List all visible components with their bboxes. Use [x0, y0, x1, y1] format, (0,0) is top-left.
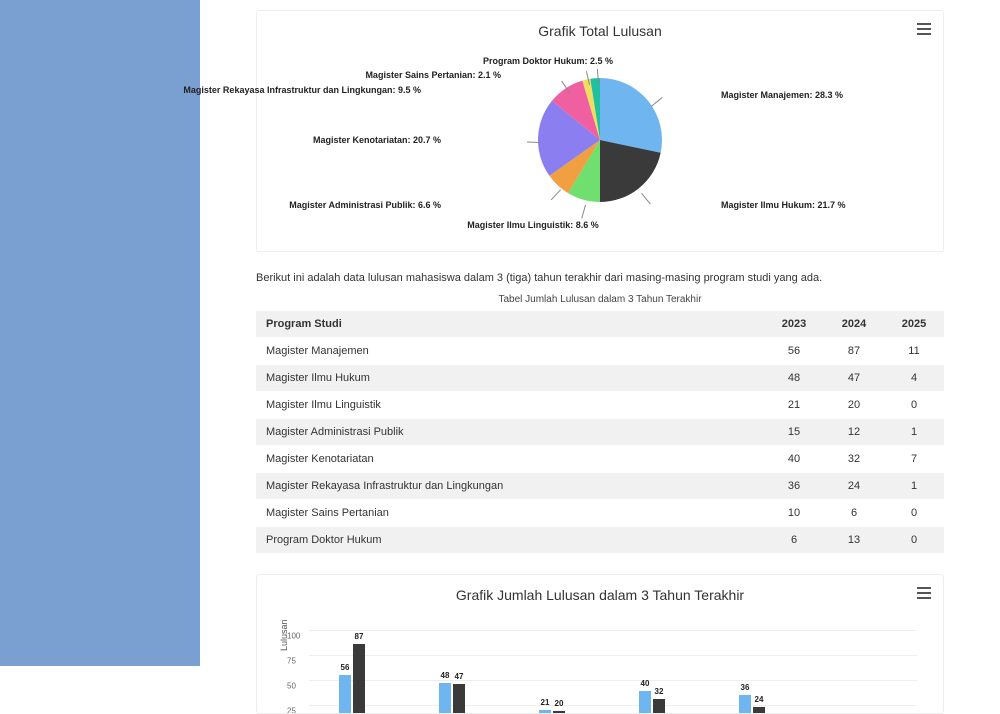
table-row: Magister Ilmu Hukum48474	[256, 365, 944, 392]
table-cell: 40	[764, 446, 824, 473]
table-cell: 1	[884, 473, 944, 500]
bar: 47	[453, 684, 465, 714]
table-header: 2025	[884, 311, 944, 338]
bar-value: 87	[355, 632, 364, 641]
table-row: Magister Manajemen568711	[256, 338, 944, 365]
bar-value: 21	[541, 698, 550, 707]
chart-menu-icon[interactable]	[917, 23, 931, 35]
table-cell: 10	[764, 500, 824, 527]
table-cell: 4	[884, 365, 944, 392]
table-cell: 0	[884, 500, 944, 527]
table-cell: 1	[884, 419, 944, 446]
pie-label: Magister Sains Pertanian: 2.1 %	[365, 70, 501, 80]
bar: 36	[739, 695, 751, 714]
table-row: Magister Ilmu Linguistik21200	[256, 392, 944, 419]
bar-value: 40	[641, 679, 650, 688]
table-cell: 21	[764, 392, 824, 419]
table-cell: Program Doktor Hukum	[256, 527, 764, 554]
table-cell: Magister Kenotariatan	[256, 446, 764, 473]
pie-label: Magister Ilmu Linguistik: 8.6 %	[467, 220, 599, 230]
pie-label: Magister Rekayasa Infrastruktur dan Ling…	[183, 85, 421, 95]
bar: 24	[753, 707, 765, 714]
y-tick: 100	[287, 632, 300, 641]
bar-value: 32	[655, 687, 664, 696]
bar-chart: Lulusan 25507510056874847212040323624	[309, 611, 917, 714]
pie-slice	[600, 78, 662, 153]
bar-group: 4847	[439, 683, 489, 714]
table-cell: 87	[824, 338, 884, 365]
table-cell: Magister Manajemen	[256, 338, 764, 365]
table-cell: 6	[824, 500, 884, 527]
bar-value: 20	[555, 699, 564, 708]
table-cell: 15	[764, 419, 824, 446]
bar-group: 5687	[339, 644, 389, 714]
pie-chart: Magister Manajemen: 28.3 % Magister Ilmu …	[273, 45, 927, 235]
table-cell: 0	[884, 392, 944, 419]
table-cell: 11	[884, 338, 944, 365]
chart-menu-icon[interactable]	[917, 587, 931, 599]
pie-label: Magister Manajemen: 28.3 %	[721, 90, 843, 100]
table-cell: Magister Administrasi Publik	[256, 419, 764, 446]
table-cell: 7	[884, 446, 944, 473]
table-cell: 47	[824, 365, 884, 392]
table-header: 2024	[824, 311, 884, 338]
table-cell: Magister Ilmu Linguistik	[256, 392, 764, 419]
pie-label: Magister Administrasi Publik: 6.6 %	[289, 200, 441, 210]
bar: 40	[639, 691, 651, 714]
table-cell: Magister Sains Pertanian	[256, 500, 764, 527]
table-cell: 36	[764, 473, 824, 500]
pie-label: Program Doktor Hukum: 2.5 %	[483, 56, 613, 66]
bar: 32	[653, 699, 665, 714]
table-cell: Magister Rekayasa Infrastruktur dan Ling…	[256, 473, 764, 500]
bar: 21	[539, 710, 551, 714]
bar-value: 47	[455, 672, 464, 681]
bar-value: 56	[341, 663, 350, 672]
sidebar	[0, 0, 200, 666]
bar: 56	[339, 675, 351, 714]
table-row: Program Doktor Hukum6130	[256, 527, 944, 554]
table-cell: 32	[824, 446, 884, 473]
table-row: Magister Sains Pertanian1060	[256, 500, 944, 527]
bar: 48	[439, 683, 451, 714]
graduates-table: Program Studi202320242025 Magister Manaj…	[256, 311, 944, 554]
bar-value: 24	[755, 695, 764, 704]
table-cell: 48	[764, 365, 824, 392]
table-cell: Magister Ilmu Hukum	[256, 365, 764, 392]
y-tick: 75	[287, 657, 296, 666]
bar-value: 36	[741, 683, 750, 692]
main-content: Grafik Total Lulusan Magister Manajemen:…	[200, 0, 1000, 666]
table-row: Magister Rekayasa Infrastruktur dan Ling…	[256, 473, 944, 500]
pie-card: Grafik Total Lulusan Magister Manajemen:…	[256, 10, 944, 252]
y-tick: 50	[287, 682, 296, 691]
bar-group: 4032	[639, 691, 689, 714]
table-cell: 6	[764, 527, 824, 554]
pie-label: Magister Kenotariatan: 20.7 %	[313, 135, 441, 145]
intro-text: Berikut ini adalah data lulusan mahasisw…	[256, 272, 944, 284]
table-row: Magister Administrasi Publik15121	[256, 419, 944, 446]
table-header: Program Studi	[256, 311, 764, 338]
pie-label: Magister Ilmu Hukum: 21.7 %	[721, 200, 846, 210]
table-cell: 12	[824, 419, 884, 446]
table-cell: 56	[764, 338, 824, 365]
table-cell: 24	[824, 473, 884, 500]
bar-group: 3624	[739, 695, 789, 714]
table-cell: 20	[824, 392, 884, 419]
table-row: Magister Kenotariatan40327	[256, 446, 944, 473]
bar-title: Grafik Jumlah Lulusan dalam 3 Tahun Tera…	[273, 587, 927, 603]
table-cell: 13	[824, 527, 884, 554]
y-tick: 25	[287, 707, 296, 714]
pie-title: Grafik Total Lulusan	[273, 23, 927, 39]
bar-group: 2120	[539, 710, 589, 714]
bar-value: 48	[441, 671, 450, 680]
table-caption: Tabel Jumlah Lulusan dalam 3 Tahun Terak…	[256, 294, 944, 305]
table-cell: 0	[884, 527, 944, 554]
bar-card: Grafik Jumlah Lulusan dalam 3 Tahun Tera…	[256, 574, 944, 714]
bar: 87	[353, 644, 365, 714]
table-header: 2023	[764, 311, 824, 338]
